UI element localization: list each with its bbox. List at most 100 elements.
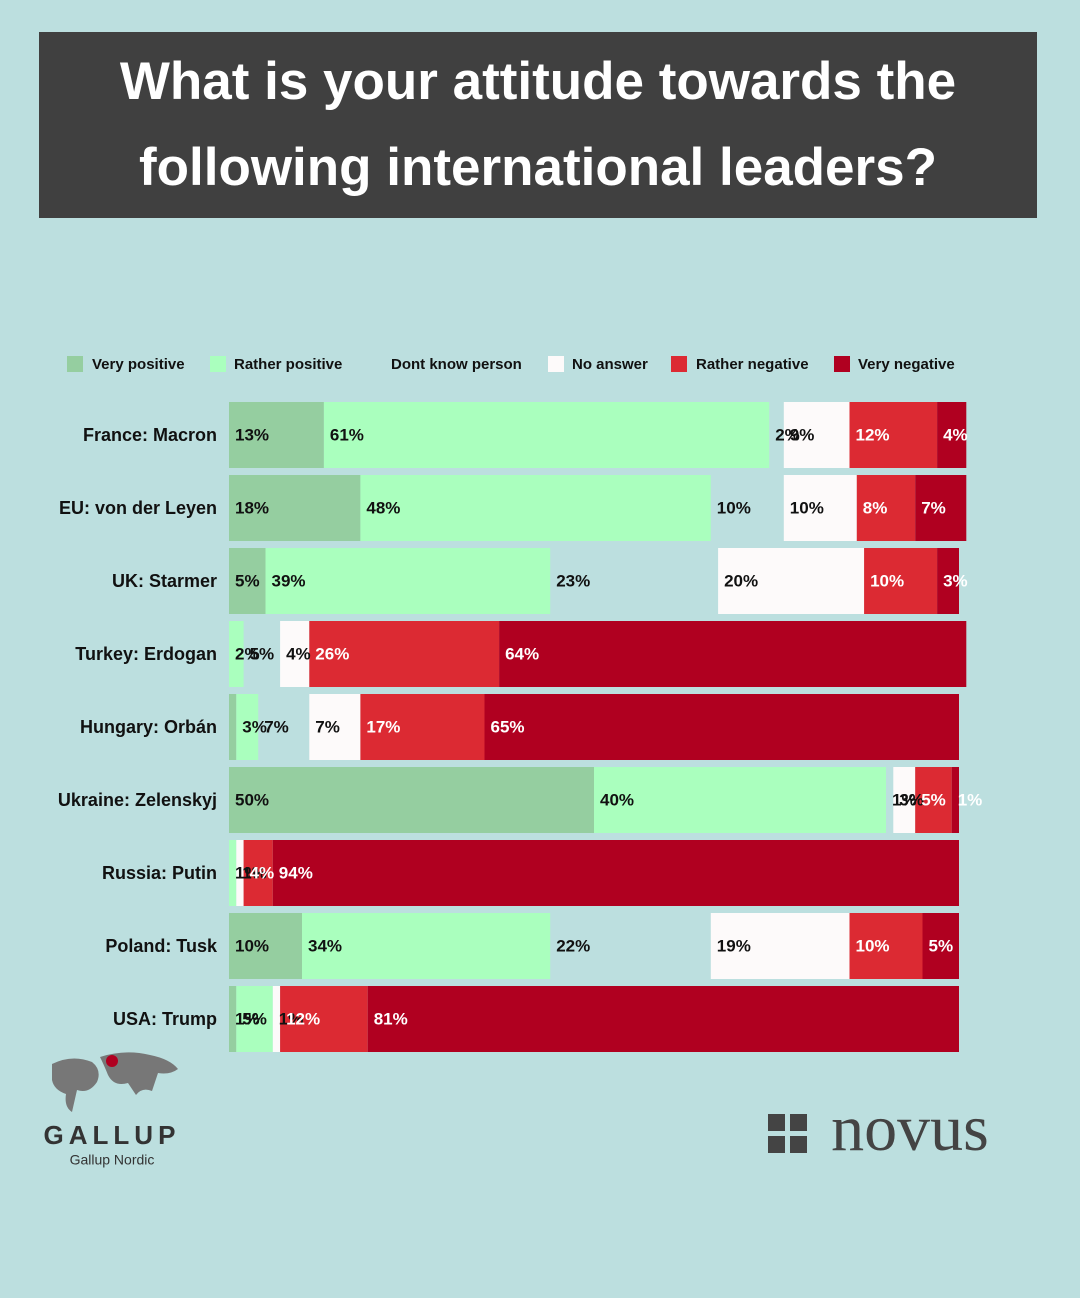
bar-segment	[360, 694, 485, 760]
value-label: 50%	[235, 790, 269, 809]
bar-segment	[710, 913, 850, 979]
bar-segment	[360, 475, 711, 541]
bar-segment	[499, 621, 967, 687]
bar-segment	[594, 767, 886, 833]
legend-label: Very negative	[858, 356, 955, 373]
category-label: Poland: Tusk	[105, 936, 218, 956]
legend-label: Rather negative	[696, 356, 809, 373]
value-label: 61%	[330, 425, 364, 444]
legend-label: Very positive	[92, 356, 185, 373]
category-label: UK: Starmer	[112, 571, 217, 591]
bar-segment	[893, 767, 916, 833]
bar-segment	[236, 986, 273, 1052]
bar-segment	[280, 621, 310, 687]
bar-segment	[915, 475, 967, 541]
bar-segment	[915, 767, 952, 833]
value-label: 4%	[286, 644, 311, 663]
value-label: 5%	[235, 571, 260, 590]
bar-segment	[718, 548, 865, 614]
value-label: 9%	[790, 425, 815, 444]
page: What is your attitude towards the follow…	[39, 32, 1037, 1168]
value-label: 5%	[929, 936, 954, 955]
gallup-sub: Gallup Nordic	[70, 1152, 155, 1168]
bar-segment	[309, 621, 500, 687]
chart: GALLUP Gallup Nordic novus Very positive…	[44, 356, 989, 1168]
category-label: USA: Trump	[113, 1009, 217, 1029]
bar-segment	[229, 548, 266, 614]
logo-block	[790, 1114, 807, 1131]
bar-segment	[367, 986, 959, 1052]
value-label: 10%	[717, 498, 751, 517]
bar-segment	[243, 840, 273, 906]
value-label: 1%	[279, 1009, 304, 1028]
value-label: 12%	[286, 1009, 320, 1028]
category-label: France: Macron	[83, 425, 217, 445]
legend-swatch	[67, 356, 83, 372]
value-label: 22%	[556, 936, 590, 955]
bar-segment	[280, 986, 368, 1052]
bar-segment	[229, 767, 594, 833]
value-label: 5%	[242, 1009, 267, 1028]
bar-segment	[229, 840, 237, 906]
bar-segment	[484, 694, 959, 760]
value-label: 10%	[856, 936, 890, 955]
value-label: 2%	[775, 425, 800, 444]
value-label: 3%	[899, 790, 924, 809]
bar-segment	[229, 694, 237, 760]
bar-segment	[783, 475, 857, 541]
legend-label: Dont know person	[391, 356, 522, 373]
value-label: 7%	[315, 717, 340, 736]
value-label: 65%	[491, 717, 525, 736]
legend-swatch	[671, 356, 687, 372]
bar-segment	[229, 475, 361, 541]
bar-segment	[265, 548, 551, 614]
value-label: 4%	[250, 863, 275, 882]
value-label: 48%	[366, 498, 400, 517]
bar-segment	[922, 913, 959, 979]
value-label: 1%	[892, 790, 917, 809]
bar-segment	[229, 621, 244, 687]
value-label: 1%	[235, 863, 260, 882]
value-label: 8%	[863, 498, 888, 517]
bar-segment	[849, 913, 923, 979]
logo-block	[768, 1136, 785, 1153]
value-label: 10%	[870, 571, 904, 590]
bar-segment	[937, 548, 959, 614]
bar-segment	[229, 913, 302, 979]
value-label: 18%	[235, 498, 269, 517]
value-label: 64%	[505, 644, 539, 663]
logo-block	[790, 1136, 807, 1153]
value-label: 10%	[235, 936, 269, 955]
legend-swatch	[210, 356, 226, 372]
bar-segment	[309, 694, 361, 760]
category-label: Turkey: Erdogan	[75, 644, 217, 664]
gallup-logo: GALLUP Gallup Nordic	[44, 1052, 178, 1168]
value-label: 10%	[790, 498, 824, 517]
value-label: 19%	[717, 936, 751, 955]
bar-segment	[272, 840, 959, 906]
value-label: 12%	[856, 425, 890, 444]
value-label: 1%	[235, 1009, 260, 1028]
bar-segment	[236, 840, 244, 906]
legend-swatch	[367, 356, 383, 372]
chart-title: What is your attitude towards the follow…	[39, 32, 1037, 218]
value-label: 39%	[272, 571, 306, 590]
value-label: 17%	[366, 717, 400, 736]
bar-segment	[272, 986, 281, 1052]
value-label: 7%	[921, 498, 946, 517]
bar-segment	[229, 986, 237, 1052]
bar-segment	[236, 694, 259, 760]
value-label: 3%	[943, 571, 968, 590]
novus-text: novus	[831, 1092, 989, 1165]
value-label: 4%	[943, 425, 968, 444]
bar-segment	[229, 402, 324, 468]
category-label: Russia: Putin	[102, 863, 217, 883]
bar-segment	[951, 767, 959, 833]
value-label: 26%	[315, 644, 349, 663]
value-label: 3%	[242, 717, 267, 736]
value-label: 13%	[235, 425, 269, 444]
category-label: EU: von der Leyen	[59, 498, 217, 518]
novus-logo: novus	[768, 1092, 989, 1165]
value-label: 1%	[958, 790, 983, 809]
value-label: 2%	[235, 644, 260, 663]
